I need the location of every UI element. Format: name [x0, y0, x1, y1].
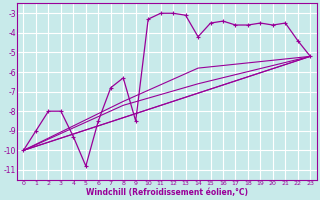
- X-axis label: Windchill (Refroidissement éolien,°C): Windchill (Refroidissement éolien,°C): [86, 188, 248, 197]
